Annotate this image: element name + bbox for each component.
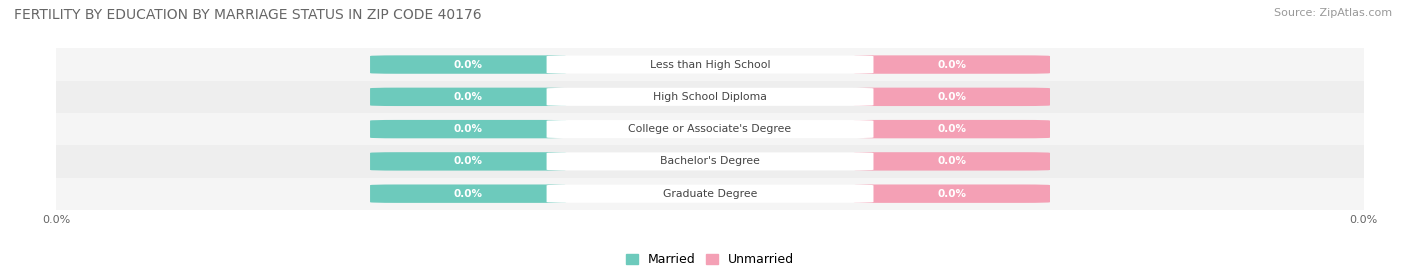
Text: 0.0%: 0.0%: [454, 124, 482, 134]
Text: 0.0%: 0.0%: [938, 124, 966, 134]
FancyBboxPatch shape: [370, 55, 567, 74]
FancyBboxPatch shape: [547, 88, 873, 106]
Bar: [56, 81, 1364, 113]
FancyBboxPatch shape: [370, 185, 567, 203]
FancyBboxPatch shape: [853, 55, 1050, 74]
Text: FERTILITY BY EDUCATION BY MARRIAGE STATUS IN ZIP CODE 40176: FERTILITY BY EDUCATION BY MARRIAGE STATU…: [14, 8, 482, 22]
FancyBboxPatch shape: [853, 120, 1050, 138]
Text: 0.0%: 0.0%: [454, 156, 482, 167]
FancyBboxPatch shape: [547, 152, 873, 171]
Text: 0.0%: 0.0%: [938, 59, 966, 70]
Text: Source: ZipAtlas.com: Source: ZipAtlas.com: [1274, 8, 1392, 18]
Text: 0.0%: 0.0%: [454, 189, 482, 199]
FancyBboxPatch shape: [853, 185, 1050, 203]
FancyBboxPatch shape: [547, 185, 873, 203]
Text: 0.0%: 0.0%: [938, 92, 966, 102]
Bar: [56, 48, 1364, 81]
Text: 0.0%: 0.0%: [938, 189, 966, 199]
Text: Bachelor's Degree: Bachelor's Degree: [659, 156, 761, 167]
Text: 0.0%: 0.0%: [938, 156, 966, 167]
FancyBboxPatch shape: [853, 152, 1050, 171]
Text: College or Associate's Degree: College or Associate's Degree: [628, 124, 792, 134]
Text: 0.0%: 0.0%: [454, 92, 482, 102]
Text: 0.0%: 0.0%: [454, 59, 482, 70]
Text: Less than High School: Less than High School: [650, 59, 770, 70]
Text: High School Diploma: High School Diploma: [654, 92, 766, 102]
FancyBboxPatch shape: [547, 120, 873, 138]
Bar: [56, 145, 1364, 178]
Bar: [56, 178, 1364, 210]
Text: Graduate Degree: Graduate Degree: [662, 189, 758, 199]
Bar: [56, 113, 1364, 145]
FancyBboxPatch shape: [370, 88, 567, 106]
Legend: Married, Unmarried: Married, Unmarried: [620, 248, 800, 269]
FancyBboxPatch shape: [370, 120, 567, 138]
FancyBboxPatch shape: [853, 88, 1050, 106]
FancyBboxPatch shape: [370, 152, 567, 171]
FancyBboxPatch shape: [547, 55, 873, 74]
